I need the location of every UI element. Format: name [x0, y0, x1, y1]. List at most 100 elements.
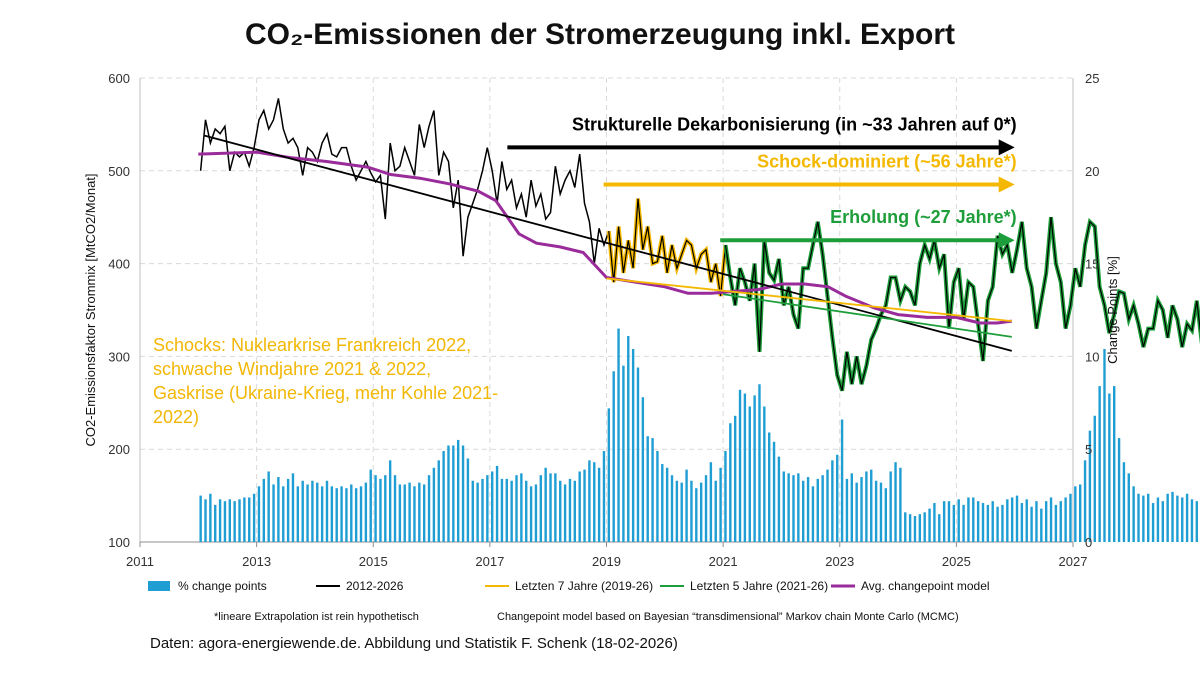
- y-left-tick-label: 100: [108, 535, 130, 550]
- change-point-bar: [670, 475, 674, 542]
- change-point-bar: [865, 471, 868, 542]
- change-point-bar: [364, 482, 368, 542]
- change-point-bar: [908, 514, 912, 542]
- change-point-bar: [758, 384, 761, 542]
- change-point-bar: [418, 482, 421, 542]
- trend-line-2: [606, 277, 1012, 323]
- change-point-bar: [704, 475, 708, 542]
- change-point-bar: [408, 482, 411, 542]
- change-point-bar: [972, 497, 975, 542]
- change-point-bar: [262, 478, 266, 542]
- change-point-bar: [782, 471, 785, 542]
- change-point-bar: [491, 471, 494, 542]
- change-point-bar: [1113, 386, 1116, 542]
- change-point-bar: [675, 480, 679, 542]
- change-point-bar: [612, 371, 615, 542]
- chart-title: CO₂-Emissionen der Stromerzeugung inkl. …: [244, 18, 956, 51]
- change-point-bar: [500, 478, 504, 542]
- change-point-bar: [1185, 493, 1189, 542]
- change-point-bar: [699, 482, 703, 542]
- change-point-bar: [685, 469, 688, 542]
- change-point-bar: [1132, 486, 1135, 542]
- change-point-bar: [554, 473, 557, 542]
- change-point-bar: [748, 406, 751, 542]
- change-point-bar: [520, 473, 523, 542]
- change-point-bar: [588, 460, 591, 542]
- series-lines: [198, 98, 1200, 392]
- change-point-bar: [466, 458, 470, 542]
- change-point-bar: [1020, 503, 1024, 542]
- y-left-tick-label: 500: [108, 164, 130, 179]
- change-point-bar: [787, 473, 790, 542]
- change-point-bar: [306, 484, 309, 542]
- change-point-bar: [957, 499, 960, 542]
- change-point-bar: [359, 486, 363, 542]
- change-point-bar: [515, 475, 518, 542]
- change-point-bar: [889, 471, 892, 542]
- change-point-bar: [452, 445, 455, 542]
- legend-label: Letzten 5 Jahre (2021-26): [690, 579, 828, 593]
- change-point-bar: [442, 451, 445, 542]
- change-point-bar: [709, 462, 713, 542]
- change-point-bar: [238, 499, 241, 542]
- change-point-bar: [1195, 501, 1199, 542]
- change-point-bar: [1098, 386, 1101, 542]
- change-point-bar: [860, 477, 863, 542]
- x-tick-label: 2025: [942, 554, 971, 569]
- x-tick-label: 2023: [825, 554, 854, 569]
- change-point-bar: [680, 482, 683, 542]
- y-right-tick-label: 5: [1085, 442, 1092, 457]
- change-point-bar: [641, 397, 645, 542]
- change-point-bar: [627, 335, 630, 542]
- change-point-bar: [622, 365, 625, 542]
- change-point-bar: [340, 486, 343, 542]
- change-point-bar: [282, 486, 285, 542]
- change-point-bar: [996, 506, 999, 542]
- change-point-bar: [738, 389, 742, 542]
- change-point-bar: [631, 348, 635, 542]
- change-point-bar: [617, 328, 620, 542]
- change-point-bar: [374, 475, 377, 542]
- change-point-bar: [646, 436, 649, 542]
- change-point-bar: [884, 488, 888, 542]
- annotation-arrow-head: [998, 139, 1015, 156]
- change-point-bar: [1059, 501, 1062, 542]
- y-right-tick-label: 20: [1085, 164, 1099, 179]
- change-point-bar: [1137, 493, 1140, 542]
- change-point-bar: [1171, 491, 1174, 542]
- change-point-bar: [1181, 497, 1184, 542]
- change-point-bar: [427, 475, 431, 542]
- change-point-bar: [252, 493, 256, 542]
- change-point-bar: [850, 473, 854, 542]
- change-point-bar: [1117, 438, 1121, 542]
- change-point-bar: [316, 482, 319, 542]
- change-point-bar: [821, 475, 824, 542]
- change-point-bar: [398, 484, 402, 542]
- change-point-bar: [593, 462, 596, 542]
- change-point-bar: [345, 488, 348, 542]
- change-point-bar: [257, 486, 261, 542]
- change-point-bar: [840, 419, 844, 542]
- change-point-bar: [933, 503, 936, 542]
- change-point-bar: [962, 504, 965, 542]
- y-right-tick-label: 10: [1085, 349, 1099, 364]
- change-point-bar: [1108, 393, 1111, 542]
- change-point-bar: [1151, 503, 1155, 542]
- change-point-bar: [1069, 493, 1072, 542]
- change-point-bar: [855, 482, 858, 542]
- change-point-bar: [923, 512, 926, 542]
- annotation-arrows: Strukturelle Dekarbonisierung (in ~33 Ja…: [507, 114, 1017, 249]
- change-point-bar: [1093, 415, 1096, 542]
- change-point-bars: [199, 328, 1199, 542]
- change-point-bar: [665, 467, 669, 542]
- change-point-bar: [767, 432, 771, 542]
- footnote-left: *lineare Extrapolation ist rein hypothet…: [214, 611, 419, 623]
- change-point-bar: [384, 475, 387, 542]
- change-point-bar: [661, 464, 664, 542]
- change-point-bar: [218, 499, 222, 542]
- legend-label: Letzten 7 Jahre (2019-26): [515, 579, 653, 593]
- change-point-bar: [447, 445, 450, 542]
- change-point-bar: [743, 393, 747, 542]
- change-point-bar: [204, 499, 207, 542]
- change-point-bar: [636, 367, 640, 542]
